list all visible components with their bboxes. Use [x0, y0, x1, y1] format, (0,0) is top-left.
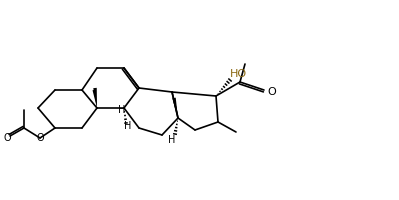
Text: H: H — [168, 135, 176, 145]
Polygon shape — [93, 88, 97, 108]
Text: HO: HO — [229, 69, 247, 79]
Polygon shape — [172, 98, 178, 118]
Text: O: O — [36, 133, 44, 143]
Text: H: H — [119, 105, 126, 115]
Polygon shape — [93, 90, 97, 108]
Text: O: O — [268, 87, 277, 97]
Text: O: O — [3, 133, 11, 143]
Text: H: H — [124, 121, 132, 131]
